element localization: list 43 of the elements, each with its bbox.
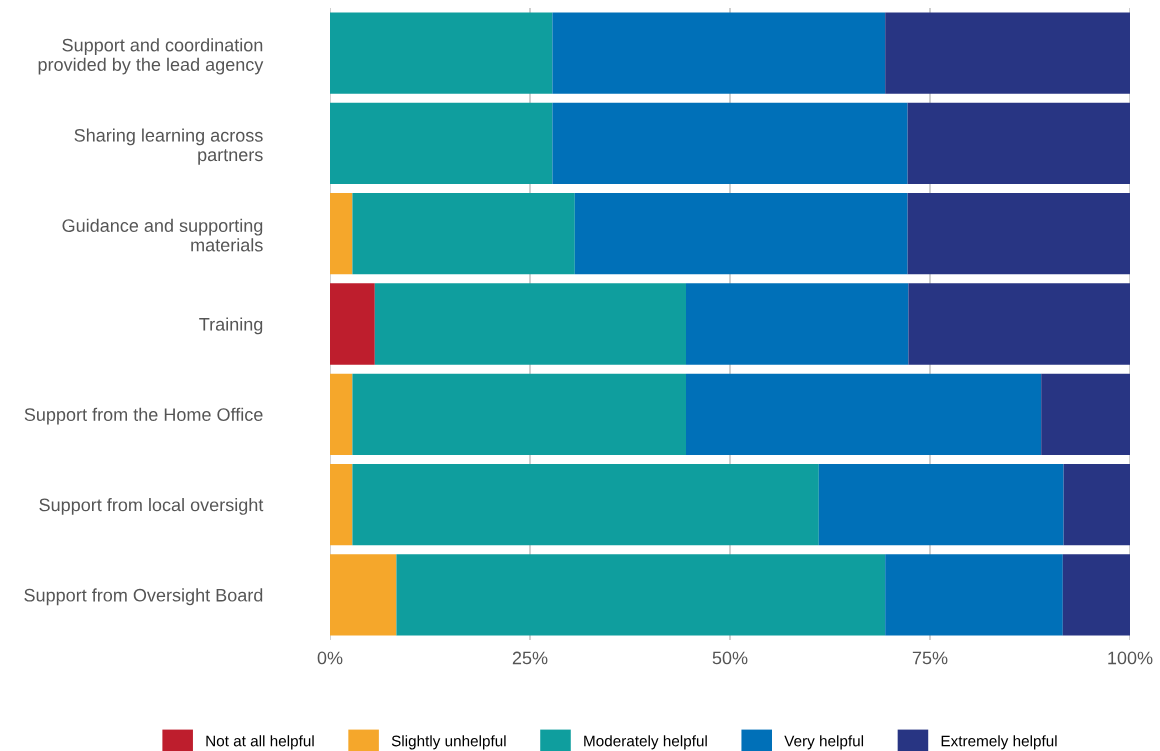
y-tick-label: Sharing learning across partners <box>74 128 263 165</box>
bar <box>552 102 908 185</box>
bar <box>1041 373 1130 455</box>
bar <box>907 102 1130 185</box>
x-tick-label: 25% <box>512 651 548 665</box>
bar <box>330 373 353 455</box>
bar <box>907 193 1130 275</box>
bar <box>885 12 1130 94</box>
legend-label: Moderately helpful <box>584 735 707 750</box>
y-tick-label: Guidance and supporting materials <box>62 218 263 252</box>
bar <box>352 463 819 546</box>
bar <box>330 463 353 546</box>
bar <box>818 463 1064 546</box>
y-tick-label: Support and coordination provided by the lead agency <box>38 38 264 75</box>
bar <box>374 283 686 365</box>
x-tick-label: 50% <box>712 651 748 665</box>
bar <box>686 373 1042 455</box>
bar <box>330 12 553 94</box>
bar <box>552 12 886 94</box>
legend-label: Not at all helpful <box>206 735 314 750</box>
bar <box>352 193 575 275</box>
legend-label: Extremely helpful <box>941 735 1057 750</box>
bar <box>330 193 353 275</box>
bar <box>686 283 909 365</box>
y-tick-label: Support from local oversight <box>39 498 264 515</box>
legend-label: Very helpful <box>784 735 864 750</box>
x-tick-label: 75% <box>912 651 948 665</box>
legend-label: Slightly unhelpful <box>391 735 506 750</box>
y-tick-label: Training <box>199 317 263 335</box>
bar <box>330 554 397 636</box>
bar <box>352 373 686 455</box>
bar <box>574 193 908 275</box>
y-tick-label: Support from Oversight Board <box>24 588 263 606</box>
bar <box>885 554 1063 636</box>
y-tick-label: Support from the Home Office <box>24 407 263 425</box>
bar <box>908 283 1130 365</box>
bar <box>396 554 886 636</box>
bar <box>330 102 553 185</box>
bar <box>1063 463 1130 546</box>
bar <box>330 283 375 365</box>
x-tick-label: 0% <box>317 651 343 665</box>
bar <box>1062 554 1130 636</box>
x-tick-label: 100% <box>1108 651 1153 665</box>
